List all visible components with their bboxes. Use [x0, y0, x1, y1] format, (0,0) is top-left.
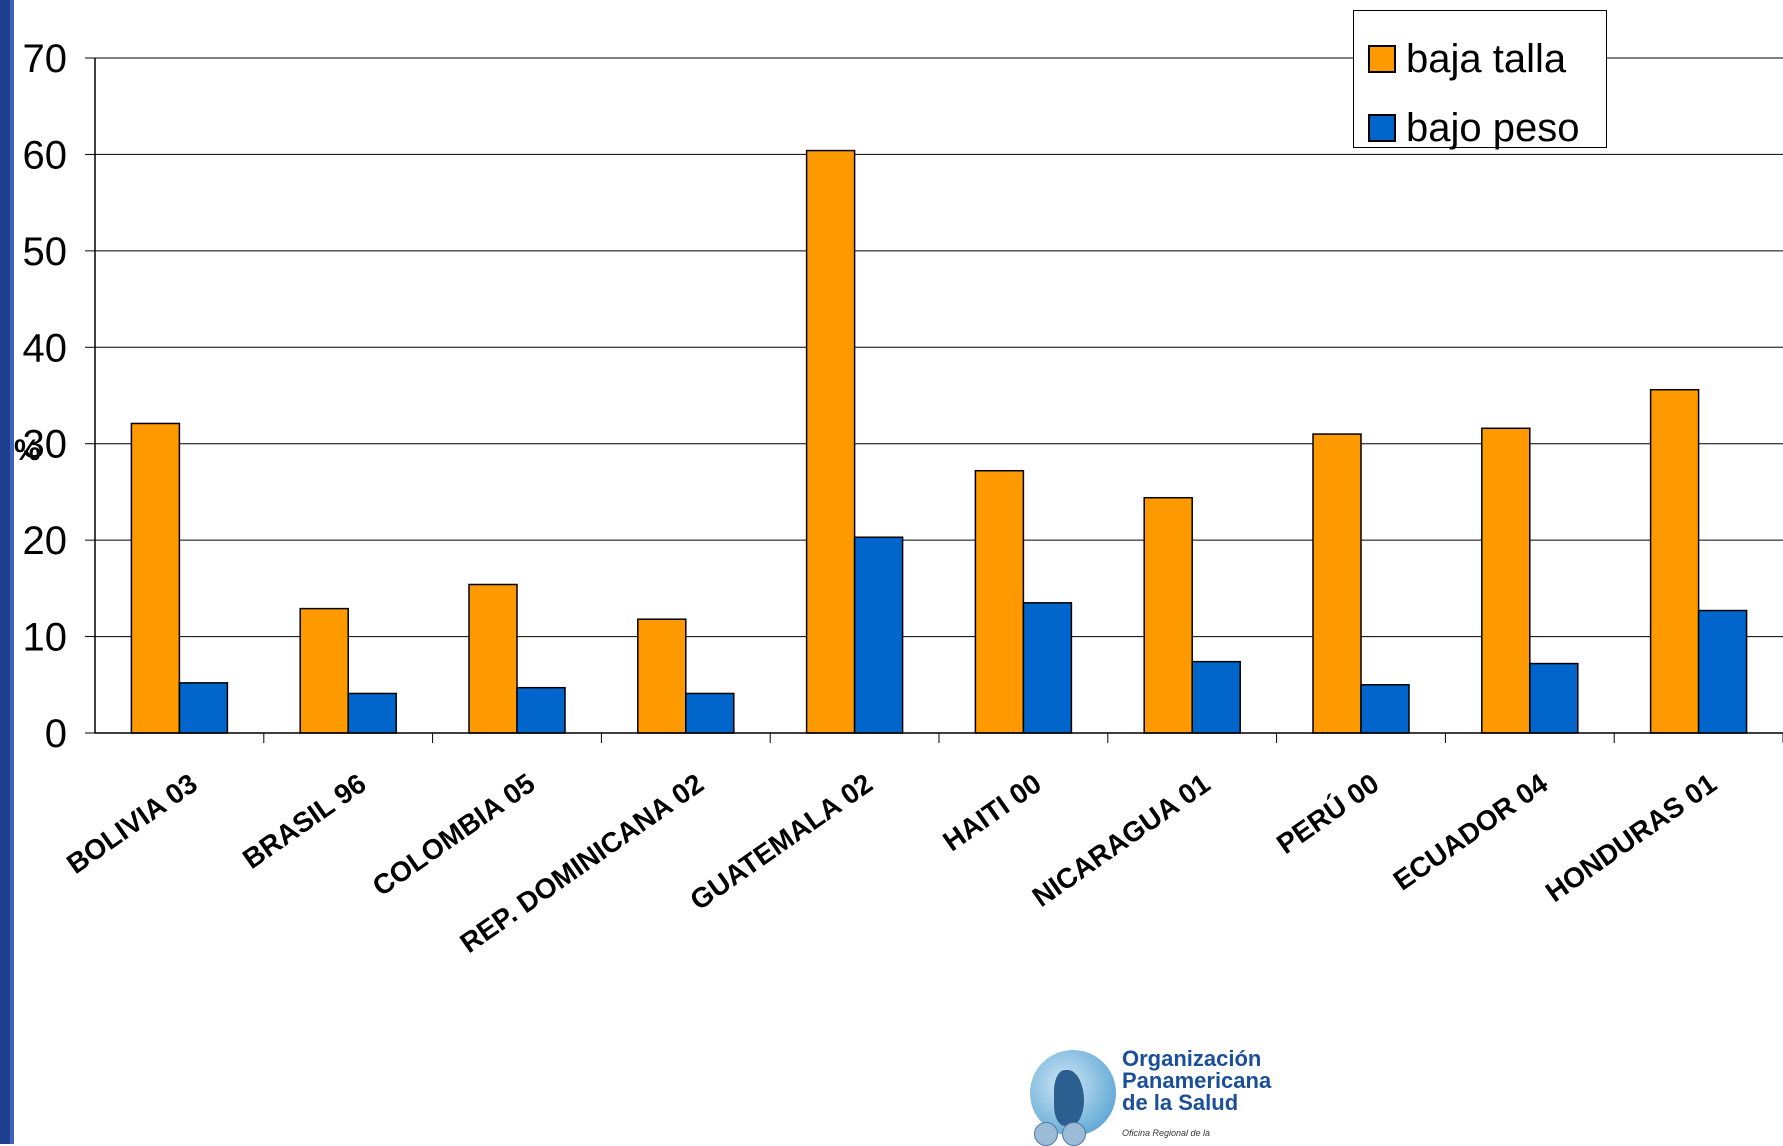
bar-baja-talla	[130, 422, 181, 734]
bar-bajo-peso	[1697, 609, 1748, 734]
bar-bajo-peso	[685, 692, 735, 734]
bar-bajo-peso	[516, 686, 566, 734]
y-axis-label: %	[14, 434, 41, 467]
legend-swatch-orange	[1368, 45, 1396, 73]
bar-bajo-peso	[1022, 602, 1073, 734]
x-tick-label: BOLIVIA 03	[61, 768, 203, 880]
legend-label: baja talla	[1406, 36, 1567, 81]
legend: baja talla bajo peso	[1353, 10, 1607, 150]
bar-baja-talla	[299, 607, 349, 734]
bar-baja-talla	[637, 618, 687, 734]
bar-baja-talla	[468, 583, 518, 734]
legend-label: bajo peso	[1406, 105, 1580, 150]
slide-left-border-accent	[10, 0, 14, 1144]
legend-swatch-blue	[1368, 114, 1396, 142]
bar-bajo-peso	[1529, 662, 1579, 734]
logo-small-text: Oficina Regional de la	[1122, 1128, 1211, 1138]
x-tick-label: HONDURAS 01	[1540, 768, 1722, 909]
bar-bajo-peso	[853, 536, 904, 734]
x-tick-label: HAITI 00	[937, 768, 1047, 858]
bar-bajo-peso	[1360, 684, 1410, 734]
bar-baja-talla	[1312, 433, 1362, 734]
y-tick-label: 10	[23, 616, 68, 660]
globe-icon	[1030, 1050, 1116, 1136]
y-tick-label: 30	[23, 423, 68, 467]
logo-text-line3: de la Salud	[1122, 1090, 1239, 1115]
y-tick-label: 70	[23, 37, 68, 81]
bar-baja-talla	[805, 149, 856, 734]
bar-baja-talla	[974, 469, 1025, 734]
x-tick-label: ECUADOR 04	[1388, 767, 1554, 896]
y-tick-label: 50	[23, 230, 68, 274]
bars	[130, 149, 1748, 734]
logo-text-line1: Organización	[1122, 1046, 1262, 1071]
x-tick-label: BRASIL 96	[237, 768, 372, 875]
x-tick-label: NICARAGUA 01	[1027, 768, 1216, 913]
slide-left-border	[0, 0, 14, 1144]
x-tick-label: COLOMBIA 05	[367, 768, 541, 903]
legend-item-baja-talla: baja talla	[1368, 36, 1567, 81]
y-tick-label: 20	[23, 519, 68, 563]
bar-baja-talla	[1143, 496, 1193, 734]
y-tick-label: 0	[45, 712, 67, 756]
y-tick-label: 60	[23, 133, 68, 177]
axes	[85, 57, 1783, 743]
x-tick-label: PERÚ 00	[1271, 768, 1384, 860]
x-tick-label: GUATEMALA 02	[684, 768, 878, 917]
bar-bajo-peso	[178, 682, 229, 734]
legend-item-bajo-peso: bajo peso	[1368, 105, 1580, 150]
bar-baja-talla	[1649, 388, 1700, 734]
bar-bajo-peso	[347, 692, 397, 734]
bar-bajo-peso	[1191, 660, 1241, 734]
emblems-icon	[1034, 1122, 1086, 1146]
y-tick-labels: 0 10 20 30 40 50 60 70	[23, 37, 68, 756]
paho-logo: Organización Panamericana de la Salud Of…	[1030, 1040, 1330, 1146]
bar-baja-talla	[1481, 427, 1531, 734]
y-tick-label: 40	[23, 326, 68, 370]
logo-text-line2: Panamericana	[1122, 1068, 1272, 1093]
